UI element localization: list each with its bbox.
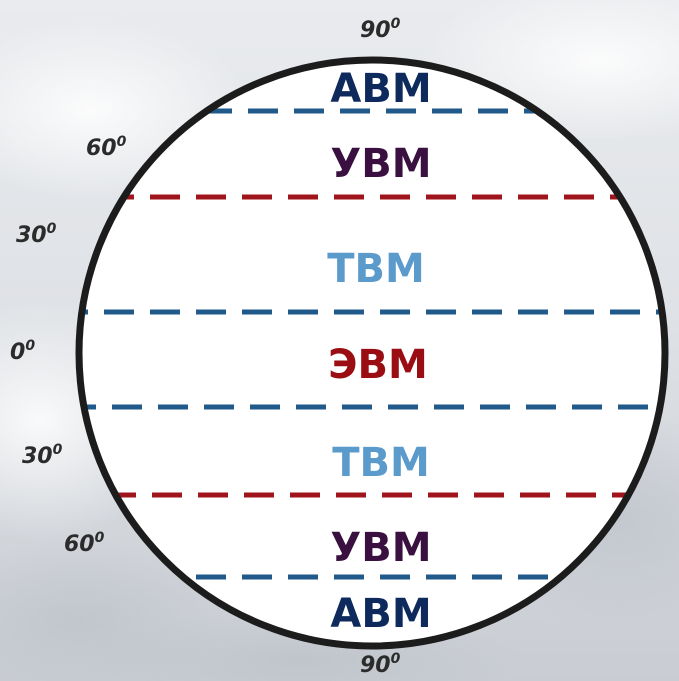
zone-label-equatorial: ЭВМ — [328, 342, 428, 388]
zone-label-south-temperate: УВМ — [330, 525, 431, 571]
latitude-label-equator-0: 00 — [10, 338, 35, 365]
latitude-label-bottom-90: 900 — [360, 651, 401, 678]
latitude-label-south-60: 600 — [64, 530, 105, 557]
zone-label-north-arctic: АВМ — [330, 66, 431, 112]
latitude-label-south-30: 300 — [22, 442, 63, 469]
latitude-label-north-30: 300 — [16, 221, 57, 248]
latitude-label-north-60: 600 — [86, 134, 127, 161]
zone-label-south-antarctic: АВМ — [330, 591, 431, 637]
latitude-label-top-90: 900 — [360, 16, 401, 43]
globe-outline — [75, 56, 669, 650]
zone-label-north-temperate: УВМ — [330, 141, 431, 187]
zone-label-south-tropical: ТВМ — [332, 440, 430, 486]
globe-disc — [79, 60, 665, 646]
zone-label-north-tropical: ТВМ — [327, 246, 425, 292]
